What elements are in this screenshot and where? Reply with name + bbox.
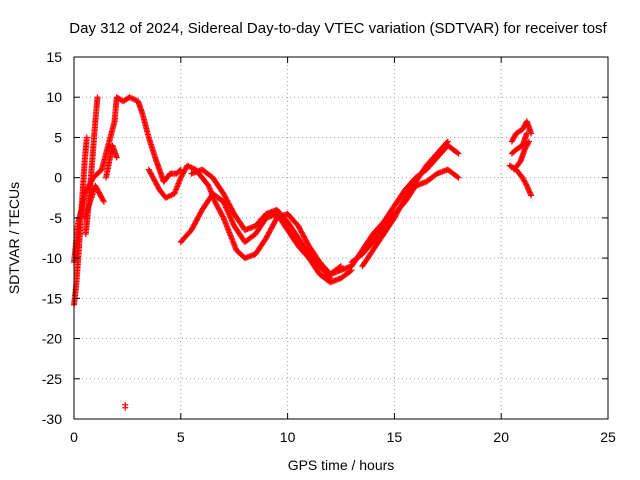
data-point [113, 154, 120, 161]
x-tick-label: 15 [387, 429, 403, 445]
series-track [359, 138, 451, 270]
y-tick-label: -5 [50, 210, 63, 226]
y-tick-label: -10 [42, 250, 62, 266]
data-marks [71, 94, 535, 411]
y-tick-label: -15 [42, 290, 62, 306]
grid [74, 57, 608, 419]
plot-frame [73, 56, 609, 420]
x-tick-label: 10 [280, 429, 296, 445]
data-point [525, 186, 532, 193]
x-tick-label: 25 [600, 429, 616, 445]
data-point [527, 190, 534, 197]
data-point [523, 182, 530, 189]
series-sdtvar [71, 94, 535, 411]
y-tick-label: 15 [46, 49, 62, 65]
data-point [326, 274, 333, 281]
data-point [94, 94, 101, 101]
data-point [525, 139, 532, 146]
data-point [219, 213, 226, 220]
y-axis: -30 -25 -20 -15 -10 -5 0 5 10 15 [42, 49, 608, 427]
data-point [444, 138, 451, 145]
data-point [524, 184, 531, 191]
series-track [348, 166, 462, 266]
y-tick-label: 10 [46, 89, 62, 105]
data-point [523, 181, 530, 188]
x-tick-label: 0 [70, 429, 78, 445]
x-axis: 0 5 10 15 20 25 [70, 57, 616, 445]
data-point [525, 185, 532, 192]
y-tick-label: 0 [54, 170, 62, 186]
chart-title: Day 312 of 2024, Sidereal Day-to-day VTE… [69, 20, 607, 37]
data-point [100, 198, 107, 205]
data-point [455, 150, 462, 157]
y-tick-label: -30 [42, 411, 62, 427]
series-track [327, 142, 462, 278]
data-point [122, 401, 129, 408]
series-track [508, 118, 535, 145]
data-point [443, 139, 450, 146]
data-point [528, 192, 535, 199]
series-track [81, 182, 107, 221]
series-track [103, 142, 120, 181]
x-tick-label: 20 [493, 429, 509, 445]
data-point [523, 130, 530, 137]
x-tick-label: 5 [177, 429, 185, 445]
x-axis-label: GPS time / hours [288, 457, 395, 473]
data-point [455, 174, 462, 181]
series-track [506, 162, 535, 199]
data-point [100, 197, 107, 204]
data-point [525, 138, 532, 145]
y-tick-label: -20 [42, 331, 62, 347]
data-point [526, 188, 533, 195]
y-tick-label: -25 [42, 371, 62, 387]
data-point [454, 149, 461, 156]
y-axis-label: SDTVAR / TECUs [6, 182, 22, 294]
data-point [454, 173, 461, 180]
series-track [508, 130, 530, 157]
data-point [83, 134, 90, 141]
series-track [177, 190, 355, 286]
series-track [511, 138, 532, 173]
series-track [188, 166, 334, 282]
y-tick-label: 5 [54, 129, 62, 145]
data-point [526, 189, 533, 196]
